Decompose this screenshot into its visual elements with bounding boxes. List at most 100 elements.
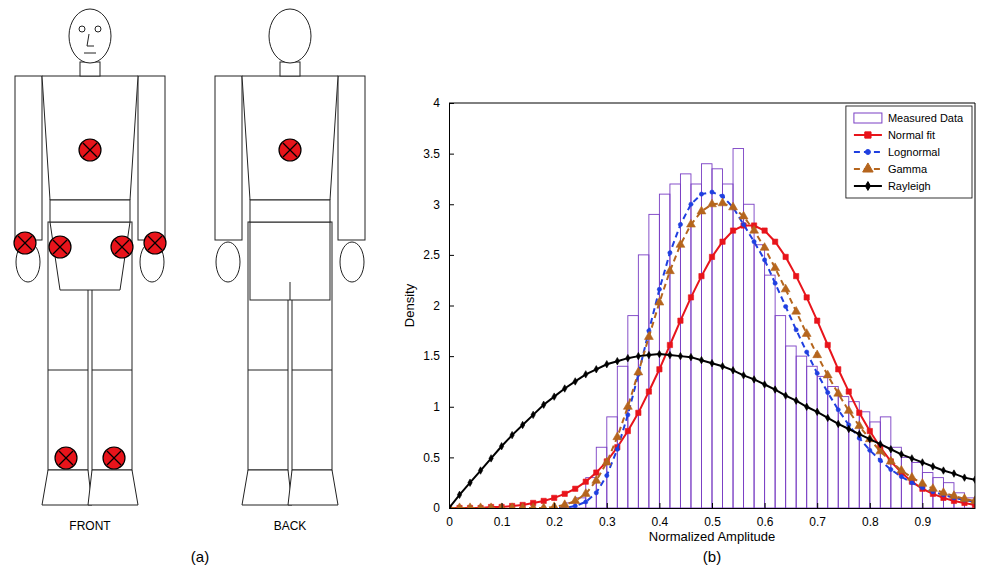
curve-marker [560, 500, 569, 508]
x-tick-label: 0.6 [757, 515, 774, 529]
curve-marker [573, 486, 578, 491]
back-view: BACK [215, 9, 365, 533]
curve-marker [678, 222, 682, 226]
curve-marker [468, 479, 472, 486]
curve-marker [573, 504, 577, 508]
curve-marker [731, 367, 735, 374]
y-tick-label: 1 [433, 400, 440, 414]
curve-marker [899, 475, 903, 479]
curve-marker [478, 467, 482, 474]
histogram-bar [775, 316, 786, 508]
sensor-cross [115, 240, 129, 254]
sensor-dot [144, 232, 166, 254]
curve-marker [510, 431, 514, 438]
y-axis: 00.511.522.533.54 [423, 96, 454, 515]
x-tick-mark [607, 503, 608, 508]
curve-marker [815, 408, 819, 415]
legend: Measured DataNormal fitLognormalGammaRay… [846, 106, 972, 198]
curve-marker [802, 329, 811, 337]
curve-marker [626, 354, 630, 361]
sensor [111, 236, 133, 258]
sensor [103, 447, 125, 469]
curve-marker [571, 496, 580, 504]
curve-marker [920, 486, 925, 491]
curve-marker [605, 361, 609, 368]
curve-marker [644, 332, 653, 340]
x-tick-mark [554, 503, 555, 508]
arm [338, 76, 365, 240]
curve-marker [573, 378, 577, 385]
foot [242, 470, 292, 505]
x-tick-label: 0 [446, 515, 453, 529]
curve-marker [592, 476, 601, 484]
y-tick-label: 3.5 [423, 147, 440, 161]
curve-marker [762, 258, 766, 262]
chart: 00.10.20.30.40.50.60.70.80.900.511.522.5… [402, 96, 979, 544]
sensor-dot [14, 232, 36, 254]
x-tick-label: 0.4 [652, 515, 669, 529]
knee-line [92, 370, 132, 371]
curve-marker [625, 428, 630, 433]
hips-seam [290, 282, 291, 300]
curve-marker [699, 273, 704, 278]
histogram-bar [744, 204, 755, 508]
legend-item: Gamma [854, 163, 928, 175]
curve-marker [668, 251, 672, 255]
curve-marker [805, 350, 809, 354]
curve-marker [815, 318, 820, 323]
x-tick: 0.2 [546, 503, 563, 529]
legend-item: Measured Data [854, 112, 964, 124]
legend-marker [865, 150, 870, 155]
x-tick-mark [922, 503, 923, 508]
plot-background [449, 103, 975, 508]
y-tick-label: 0 [433, 501, 440, 515]
curve-marker [605, 473, 609, 477]
curve-marker [826, 414, 830, 421]
legend-marker [865, 182, 870, 191]
hand [340, 242, 364, 282]
histogram-bar [817, 376, 828, 508]
curve-marker [741, 222, 745, 226]
curve-marker [655, 297, 664, 305]
curve-marker [794, 397, 798, 404]
x-axis: 00.10.20.30.40.50.60.70.80.9 [446, 503, 975, 529]
curve-marker [950, 491, 959, 499]
curve-marker [615, 447, 619, 451]
curve-marker [489, 455, 493, 462]
curve-marker [783, 392, 787, 399]
front-view: FRONT [14, 9, 166, 533]
y-tick-label: 2 [433, 299, 440, 313]
curve-marker [687, 219, 696, 227]
curve-marker [657, 367, 662, 372]
torso [242, 76, 338, 200]
x-tick-mark [659, 503, 660, 508]
curve-marker [699, 192, 703, 196]
curve-marker [657, 350, 661, 357]
y-tick-mark [449, 407, 454, 408]
sensor-cross [83, 143, 97, 157]
curve-marker [563, 385, 567, 392]
curve-line [449, 203, 975, 508]
sensor-cross [53, 240, 67, 254]
histogram-bar [796, 356, 807, 508]
curve-marker [752, 240, 756, 244]
curve-marker [960, 494, 969, 502]
curve-marker [518, 503, 527, 508]
x-tick-label: 0.2 [546, 515, 563, 529]
curve-marker [878, 440, 882, 447]
y-tick: 3 [433, 198, 454, 212]
curve-marker [710, 359, 714, 366]
curve-marker [718, 198, 727, 206]
y-tick: 2.5 [423, 248, 454, 262]
curve-marker [762, 381, 766, 388]
fit-curve [449, 198, 975, 508]
plot-frame [975, 103, 976, 508]
curve-marker [594, 470, 599, 475]
y-tick: 3.5 [423, 147, 454, 161]
sensor-dot [55, 447, 77, 469]
sensor-cross [53, 240, 67, 254]
y-tick: 0 [433, 501, 454, 515]
curve-marker [920, 459, 924, 466]
arm [138, 76, 165, 240]
curve-marker [760, 243, 769, 251]
